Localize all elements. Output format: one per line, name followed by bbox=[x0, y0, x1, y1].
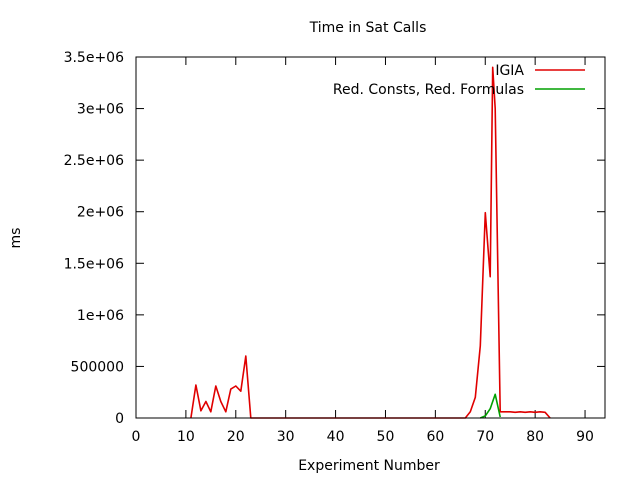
x-tick-label: 20 bbox=[227, 429, 245, 445]
y-tick-label: 2e+06 bbox=[77, 205, 124, 221]
x-tick-label: 70 bbox=[476, 429, 494, 445]
chart-title: Time in Sat Calls bbox=[309, 20, 427, 36]
series-line-1 bbox=[479, 393, 501, 419]
x-tick-label: 30 bbox=[277, 429, 295, 445]
plot-frame bbox=[135, 56, 606, 419]
x-tick-label: 90 bbox=[576, 429, 594, 445]
y-tick-label: 0 bbox=[115, 411, 124, 427]
chart-legend: IGIA Red. Consts, Red. Formulas bbox=[333, 63, 585, 98]
y-tick-label: 500000 bbox=[71, 359, 124, 375]
y-tick-label: 3e+06 bbox=[77, 102, 124, 118]
y-tick-label: 3.5e+06 bbox=[64, 50, 125, 66]
x-axis-label: Experiment Number bbox=[298, 458, 440, 474]
y-tick-label: 1.5e+06 bbox=[64, 256, 125, 272]
y-axis-label: ms bbox=[8, 228, 24, 249]
x-tick-label: 40 bbox=[327, 429, 345, 445]
y-tick-label: 2.5e+06 bbox=[64, 153, 125, 169]
x-tick-label: 0 bbox=[132, 429, 141, 445]
x-tick-label: 60 bbox=[426, 429, 444, 445]
axis-ticks: 0 10 20 30 40 50 60 70 80 90 0 500000 1e+06 1.5e+06 2e… bbox=[64, 50, 605, 445]
legend-label-0: IGIA bbox=[495, 63, 524, 79]
y-tick-label: 1e+06 bbox=[77, 308, 124, 324]
x-tick-label: 10 bbox=[177, 429, 195, 445]
x-tick-label: 80 bbox=[526, 429, 544, 445]
legend-label-1: Red. Consts, Red. Formulas bbox=[333, 82, 524, 98]
x-tick-label: 50 bbox=[377, 429, 395, 445]
